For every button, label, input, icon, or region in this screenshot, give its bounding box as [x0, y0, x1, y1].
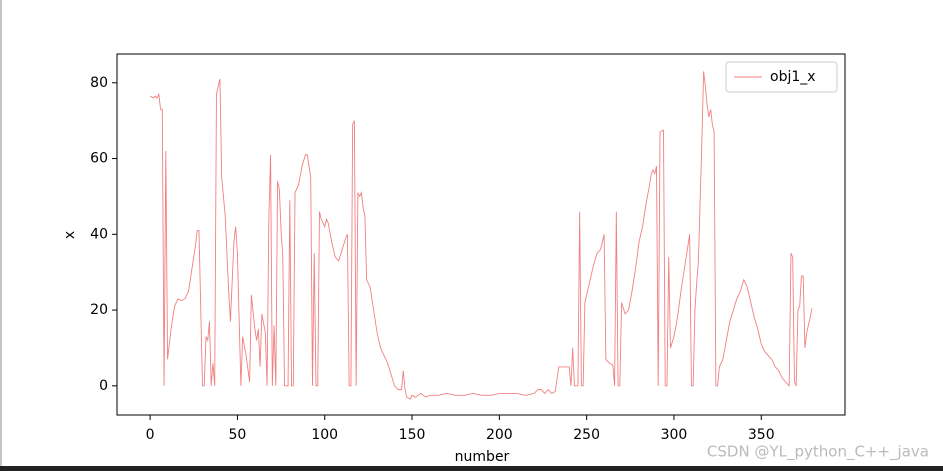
x-tick-label: 50	[228, 427, 246, 443]
x-tick-label: 350	[748, 427, 775, 443]
x-tick-label: 0	[146, 427, 155, 443]
y-tick-label: 20	[90, 302, 108, 318]
y-axis-label: x	[62, 231, 78, 239]
y-tick-label: 40	[90, 226, 108, 242]
y-tick-label: 80	[90, 75, 108, 91]
x-tick-label: 100	[311, 427, 338, 443]
x-tick-label: 200	[486, 427, 513, 443]
x-tick-label: 250	[573, 427, 600, 443]
x-tick-label: 300	[661, 427, 688, 443]
data-line	[149, 71, 813, 400]
y-tick-label: 60	[90, 151, 108, 167]
watermark: CSDN @YL_python_C++_java	[707, 443, 929, 462]
legend-label: obj1_x	[770, 69, 816, 85]
y-tick-label: 0	[99, 378, 108, 394]
window-bar	[0, 466, 943, 471]
axes-frame	[116, 53, 846, 416]
legend-box	[725, 61, 838, 93]
x-tick-label: 150	[399, 427, 426, 443]
x-axis-label: number	[455, 449, 510, 465]
